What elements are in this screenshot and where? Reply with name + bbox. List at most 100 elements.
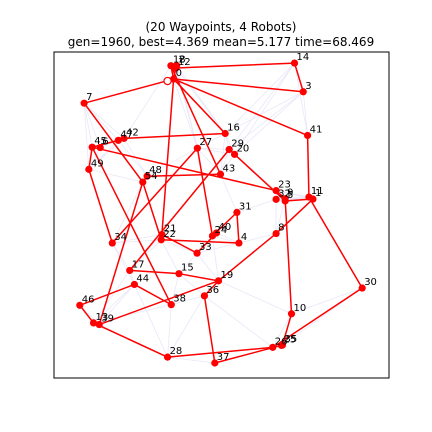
background-edge-47-48 — [118, 140, 148, 177]
start-marker — [163, 76, 172, 86]
waypoint-marker-26 — [269, 343, 277, 351]
waypoint-marker-0 — [169, 75, 178, 83]
waypoint-marker-11 — [305, 193, 313, 201]
route-2-segment-8 — [91, 139, 120, 148]
waypoint-label-47: 47 — [120, 129, 133, 140]
waypoint-marker-31 — [233, 208, 241, 216]
route-2-segment-11 — [111, 147, 199, 244]
waypoint-label-49: 49 — [91, 158, 104, 169]
route-4-segment-2 — [170, 64, 222, 175]
waypoint-marker-22 — [157, 236, 165, 244]
waypoint-marker-15 — [175, 270, 183, 278]
waypoint-marker-29 — [225, 145, 233, 154]
waypoint-label-7: 7 — [86, 92, 92, 103]
route-4-segment-8 — [275, 198, 314, 235]
waypoint-marker-39 — [95, 320, 103, 329]
waypoint-label-39: 39 — [101, 314, 114, 325]
waypoint-label-22: 22 — [163, 229, 176, 240]
waypoint-label-26: 26 — [275, 336, 288, 347]
waypoint-label-10: 10 — [294, 303, 307, 314]
waypoint-label-33: 33 — [199, 242, 212, 253]
waypoint-marker-8 — [272, 229, 280, 238]
background-edge-18-42 — [123, 65, 172, 139]
route-2-segment-6 — [123, 132, 226, 140]
route-2-segment-2 — [175, 62, 296, 69]
waypoint-marker-35 — [278, 341, 287, 349]
waypoint-label-16: 16 — [227, 123, 240, 134]
route-3-segment-5 — [166, 346, 274, 358]
waypoint-label-6: 6 — [102, 137, 108, 148]
waypoint-label-3: 3 — [305, 81, 311, 92]
route-3-segment-2 — [306, 134, 310, 198]
background-edge-20-43 — [220, 154, 235, 175]
route-3-segment-11 — [91, 146, 277, 192]
waypoint-marker-20 — [230, 150, 239, 158]
route-3-segment-14 — [281, 313, 293, 346]
waypoint-marker-9 — [281, 195, 289, 203]
background-edge-28-38 — [167, 304, 172, 358]
background-edge-14-20 — [234, 62, 295, 155]
background-edge-10-26 — [272, 313, 292, 348]
background-edge-28-36 — [167, 295, 205, 358]
background-edge-27-43 — [197, 147, 221, 175]
background-edge-4-24 — [212, 235, 240, 244]
background-edge-15-36 — [178, 273, 205, 297]
waypoint-label-0: 0 — [176, 68, 182, 79]
waypoint-label-19: 19 — [220, 270, 233, 281]
background-edge-17-34 — [111, 242, 131, 271]
waypoint-marker-32 — [272, 195, 280, 203]
background-edge-31-43 — [220, 174, 238, 213]
route-2-segment-10 — [88, 168, 114, 244]
background-edge-39-44 — [98, 284, 135, 325]
waypoint-label-14: 14 — [297, 52, 310, 63]
waypoint-label-32: 32 — [278, 188, 291, 199]
plot-area: 0123456789101112131415161718192021222324… — [53, 51, 390, 379]
waypoint-label-18: 18 — [173, 55, 186, 66]
route-3-segment-18 — [178, 272, 220, 282]
route-1-segment-2 — [83, 102, 144, 183]
background-edge-7-42 — [83, 102, 125, 139]
route-2-segment-15 — [161, 233, 198, 254]
waypoint-marker-36 — [200, 292, 209, 300]
route-4-segment-5 — [98, 181, 144, 326]
waypoint-label-45: 45 — [94, 136, 107, 147]
background-edge-7-49 — [83, 103, 90, 170]
waypoint-label-27: 27 — [199, 137, 212, 148]
background-edge-6-49 — [88, 147, 101, 170]
background-edge-36-38 — [171, 295, 205, 306]
waypoint-marker-10 — [287, 310, 296, 318]
route-3-segment-9 — [133, 283, 172, 306]
waypoint-marker-41 — [303, 131, 312, 140]
background-edge-13-44 — [93, 284, 135, 324]
route-2-segment-3 — [293, 62, 304, 93]
background-edge-16-43 — [220, 133, 226, 175]
waypoint-label-21: 21 — [164, 224, 177, 235]
waypoint-marker-6 — [96, 143, 104, 152]
waypoint-label-5: 5 — [287, 190, 293, 201]
background-edge-15-33 — [178, 252, 198, 274]
route-1-segment-1 — [83, 78, 175, 104]
background-edge-14-29 — [228, 62, 295, 150]
background-edge-15-38 — [170, 273, 180, 305]
axes-frame — [53, 51, 390, 379]
waypoint-marker-4 — [235, 239, 243, 247]
waypoint-marker-48 — [143, 172, 151, 180]
route-3-segment-19 — [128, 269, 180, 275]
background-edge-14-16 — [224, 62, 295, 134]
waypoint-marker-43 — [216, 170, 225, 178]
waypoint-marker-34 — [108, 239, 116, 247]
waypoint-marker-27 — [193, 144, 201, 152]
waypoint-label-42: 42 — [126, 127, 139, 138]
waypoint-label-12: 12 — [178, 57, 191, 68]
background-edge-0-27 — [173, 78, 198, 149]
waypoint-marker-7 — [80, 99, 88, 107]
waypoint-marker-33 — [193, 249, 201, 257]
waypoint-label-41: 41 — [310, 124, 323, 135]
waypoint-label-28: 28 — [170, 346, 183, 357]
waypoint-label-30: 30 — [364, 277, 377, 288]
background-edge-19-24 — [212, 235, 219, 281]
waypoint-label-17: 17 — [132, 259, 145, 270]
waypoint-marker-49 — [85, 165, 93, 173]
route-2-segment-16 — [161, 78, 175, 236]
waypoint-marker-30 — [358, 284, 366, 292]
